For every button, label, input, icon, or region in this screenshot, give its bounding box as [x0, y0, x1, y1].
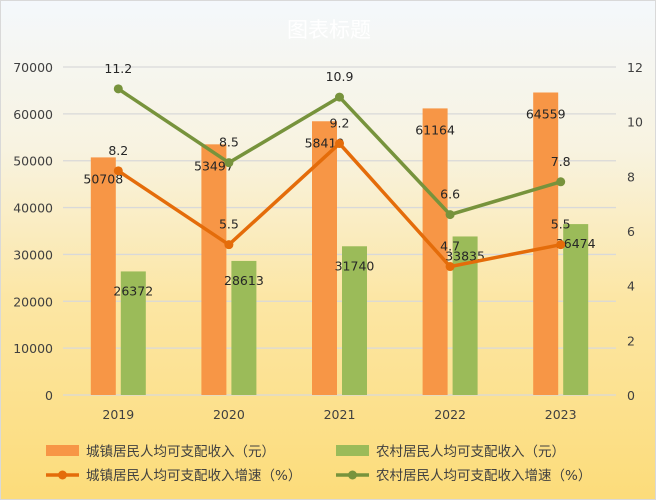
- bar-data-label: 61164: [415, 122, 455, 137]
- bar: [533, 92, 559, 396]
- bar-data-label: 31740: [335, 258, 375, 273]
- bar-data-label: 26372: [113, 283, 153, 298]
- y-right-tick-label: 6: [627, 224, 635, 239]
- legend-marker: [348, 470, 357, 480]
- bar: [342, 246, 367, 395]
- line-data-label: 5.5: [219, 217, 239, 232]
- legend-swatch: [336, 445, 369, 456]
- line-data-label: 11.2: [104, 61, 132, 76]
- line-data-label: 4.7: [440, 239, 460, 254]
- bar-data-label: 53497: [194, 158, 234, 173]
- x-tick-label: 2019: [102, 407, 134, 422]
- line-point: [556, 240, 566, 250]
- bar-data-label: 50708: [83, 171, 123, 186]
- line-data-label: 8.5: [219, 135, 239, 150]
- line-point: [113, 84, 123, 94]
- y-left-tick-label: 50000: [13, 154, 53, 169]
- bar: [201, 144, 227, 395]
- series-line: [117, 141, 562, 269]
- x-tick-label: 2020: [213, 407, 245, 422]
- y-left-tick-label: 60000: [13, 107, 53, 122]
- line-point: [445, 262, 455, 272]
- line-point: [113, 166, 123, 176]
- legend-label: 城镇居民人均可支配收入增速（%）: [86, 468, 301, 484]
- line-data-label: 8.2: [108, 143, 128, 158]
- line-data-label: 10.9: [326, 69, 354, 84]
- y-left-tick-label: 0: [45, 388, 53, 403]
- line-point: [224, 158, 234, 168]
- bar: [120, 271, 146, 395]
- series-line: [117, 87, 562, 217]
- bar-data-label: 64559: [526, 106, 566, 121]
- legend-label: 农村居民人均可支配收入增速（%）: [376, 468, 591, 484]
- y-left-tick-label: 40000: [13, 201, 53, 216]
- line-point: [335, 92, 344, 102]
- bar: [231, 260, 257, 395]
- y-right-tick-label: 0: [627, 388, 635, 403]
- y-left-tick-label: 30000: [13, 247, 53, 262]
- line-data-label: 6.6: [440, 187, 460, 202]
- legend-label: 城镇居民人均可支配收入（元）: [86, 444, 275, 460]
- y-right-tick-label: 2: [627, 333, 635, 348]
- chart-title: 图表标题: [287, 18, 371, 42]
- legend-label: 农村居民人均可支配收入（元）: [376, 444, 565, 460]
- y-left-tick-label: 20000: [13, 294, 53, 309]
- legend-marker: [58, 470, 67, 480]
- y-left-tick-label: 10000: [13, 341, 53, 356]
- line-data-label: 5.5: [551, 217, 571, 232]
- y-left-tick-label: 70000: [13, 60, 53, 75]
- line-point: [556, 177, 566, 187]
- line-point: [445, 210, 455, 220]
- x-tick-label: 2021: [324, 407, 356, 422]
- line-data-label: 7.8: [551, 154, 571, 169]
- bar: [312, 121, 337, 395]
- line-data-label: 9.2: [330, 116, 350, 131]
- y-right-tick-label: 10: [627, 115, 643, 130]
- bar-data-label: 36474: [556, 236, 596, 251]
- x-tick-label: 2023: [545, 407, 577, 422]
- bar: [90, 157, 116, 395]
- y-right-tick-label: 8: [627, 169, 635, 184]
- line-point: [335, 139, 344, 149]
- y-right-tick-label: 4: [627, 279, 635, 294]
- x-tick-label: 2022: [434, 407, 466, 422]
- legend-swatch: [46, 445, 79, 456]
- bar: [563, 224, 589, 395]
- bar-data-label: 28613: [224, 273, 264, 288]
- line-point: [224, 240, 234, 250]
- y-right-tick-label: 12: [627, 60, 643, 75]
- bar-data-label: 33835: [445, 248, 485, 263]
